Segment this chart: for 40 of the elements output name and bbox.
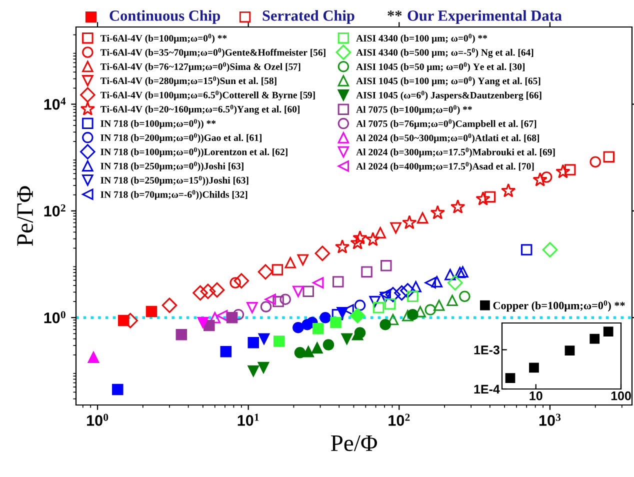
legend-label: Ti-6Al-4V (b=100μm;ω=6.5$^{0}$)Cotterell & Byrne [59] xyxy=(100,90,315,100)
legend-label: IN 718 (b=200μm;ω=0$^{0}$))Gao et al. [61] xyxy=(100,133,262,143)
legend-label: AISI 1045 (ω=6$^{0}$) Jaspers&Dautzenberg [66] xyxy=(356,90,542,101)
legend-label: Al 7075 (b=76μm;ω=0$^{0}$)Campbell et al. [67] xyxy=(356,119,536,129)
x-tick-label: 100 xyxy=(611,391,631,400)
y-tick-label: 10$^{2}$ xyxy=(44,204,66,217)
y-tick-label: 10$^{0}$ xyxy=(44,311,66,324)
legend-label: Al 2024 (b=50~300μm;ω=0$^{0}$)Atlati et al. [68] xyxy=(356,133,540,144)
y-tick-label: 10$^{4}$ xyxy=(44,98,66,110)
y-tick-label: 1E-3 xyxy=(474,346,500,354)
legend-label: Ti-6Al-4V (b=20~160μm;ω=6.5$^{0}$)Yang et al. [60] xyxy=(100,104,300,115)
legend-label: Al 7075 (b=100μm;ω=0$^{0}$) ** xyxy=(356,105,472,115)
legend-label: Ti-6Al-4V (b=280μm;ω=15$^{0}$)Sun et al. [58] xyxy=(100,76,276,86)
legend-label: Ti-6Al-4V (b=35~70μm;ω=0$^{0}$)Gente&Hoffmeister [56] xyxy=(100,48,326,58)
x-axis-title: Pe/Φ xyxy=(330,435,377,452)
legend-label: Al 2024 (b=400μm;ω=17.5$^{0}$)Asad et al. [70] xyxy=(356,162,534,172)
x-tick-label: 10$^{1}$ xyxy=(238,414,259,426)
legend-label: AISI 1045 (b=100 μm; ω=0$^{0}$) Yang et al. [65] xyxy=(356,76,540,86)
y-tick-label: 1E-4 xyxy=(474,384,500,394)
legend-label: Ti-6Al-4V (b=76~127μm;ω=0$^{0}$)Sima & Ozel [57] xyxy=(100,62,300,72)
legend-label: IN 718 (b=250μm;ω=15$^{0}$))Joshi [63] xyxy=(100,176,248,186)
text: Continuous Chip xyxy=(110,10,220,24)
legend-label: Copper (b=100μm;ω=0$^{0}$) ** xyxy=(493,300,625,312)
legend-label: IN 718 (b=100μm;ω=0$^{0}$)) ** xyxy=(100,119,216,129)
text: Serrated Chip xyxy=(262,10,354,24)
text: ** xyxy=(388,10,402,16)
x-tick-label: 10$^{0}$ xyxy=(87,414,108,426)
legend-label: AISI 4340 (b=100 μm; ω=0$^{0}$) ** xyxy=(356,34,488,44)
legend-label: IN 718 (b=70μm;ω=-6$^{0}$))Childs [32] xyxy=(100,190,248,200)
legend-label: IN 718 (b=100μm;ω=0$^{0}$))Lorentzon et al. [62] xyxy=(100,147,288,158)
x-tick-label: 10$^{2}$ xyxy=(388,414,410,426)
legend-label: AISI 4340 (b=500 μm; ω=-5$^{0}$) Ng et al. [64] xyxy=(356,48,534,58)
legend-label: IN 718 (b=250μm;ω=0$^{0}$))Joshi [63] xyxy=(100,162,244,172)
legend-label: AISI 1045 (b=50 μm; ω=0$^{0}$) Ye et al. [30] xyxy=(356,62,525,72)
x-tick-label: 10$^{3}$ xyxy=(539,414,561,426)
text: Our Experimental Data xyxy=(408,10,562,24)
legend-label: Al 2024 (b=300μm;ω=17.5$^{0}$)Mabrouki et al. [69] xyxy=(356,148,555,158)
legend-label: Ti-6Al-4V (b=100μm;ω=0$^{0}$) ** xyxy=(100,34,227,44)
x-tick-label: 10 xyxy=(530,391,542,400)
y-axis-title: Pe/ΓΦ xyxy=(17,186,34,246)
